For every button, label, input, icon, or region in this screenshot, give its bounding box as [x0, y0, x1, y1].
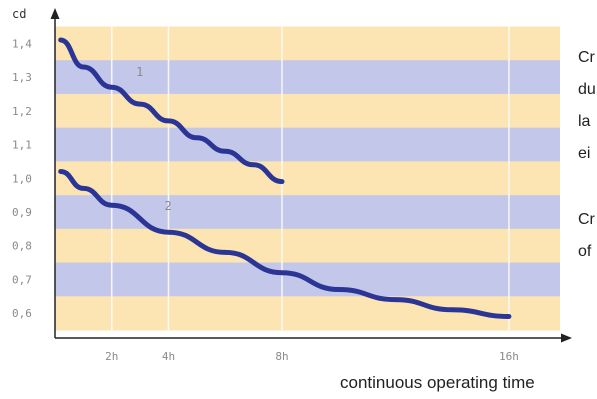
background-bands [55, 26, 560, 331]
band-2 [55, 93, 560, 129]
side-text-fragment-2: la [578, 113, 591, 130]
y-tick-0,8: 0,8 [12, 240, 32, 253]
y-tick-1,4: 1,4 [12, 37, 32, 50]
side-text-fragment-5: of [578, 243, 592, 260]
side-text-fragment-0: Cr [578, 49, 596, 66]
axes [50, 8, 572, 343]
band-6 [55, 228, 560, 264]
y-tick-0,6: 0,6 [12, 307, 32, 320]
series-1-line [58, 37, 285, 185]
series-lines: 12 [58, 37, 512, 319]
series-1-label: 1 [136, 65, 143, 79]
y-tick-0,7: 0,7 [12, 273, 32, 286]
y-axis-arrow [50, 8, 60, 19]
side-text-fragment-1: du [578, 81, 596, 98]
band-1 [55, 60, 560, 95]
x-axis-arrow [561, 333, 572, 343]
y-tick-labels: 0,6 0,7 0,8 0,9 1,0 1,1 1,2 1,3 1,4 [12, 37, 32, 320]
x-tick-4h: 4h [162, 350, 175, 363]
series-2-line [58, 169, 512, 319]
band-3 [55, 127, 560, 162]
y-tick-0,9: 0,9 [12, 206, 32, 219]
series-2-label: 2 [164, 199, 171, 213]
x-tick-2h: 2h [105, 350, 118, 363]
y-tick-1,1: 1,1 [12, 139, 32, 152]
side-text-fragments: Cr du la ei Cr of [578, 49, 596, 260]
side-text-fragment-4: Cr [578, 211, 596, 228]
band-5 [55, 195, 560, 230]
y-tick-1,2: 1,2 [12, 105, 32, 118]
side-text-fragment-3: ei [578, 145, 590, 162]
y-tick-1,0: 1,0 [12, 172, 32, 185]
band-0 [55, 26, 560, 61]
x-tick-8h: 8h [275, 350, 288, 363]
y-axis-title: cd [12, 7, 26, 21]
y-tick-1,3: 1,3 [12, 71, 32, 84]
x-axis-title: continuous operating time [340, 373, 535, 392]
x-tick-labels: 2h 4h 8h 16h [105, 350, 519, 363]
band-4 [55, 161, 560, 196]
vertical-gridlines [110, 26, 510, 330]
x-tick-16h: 16h [499, 350, 519, 363]
